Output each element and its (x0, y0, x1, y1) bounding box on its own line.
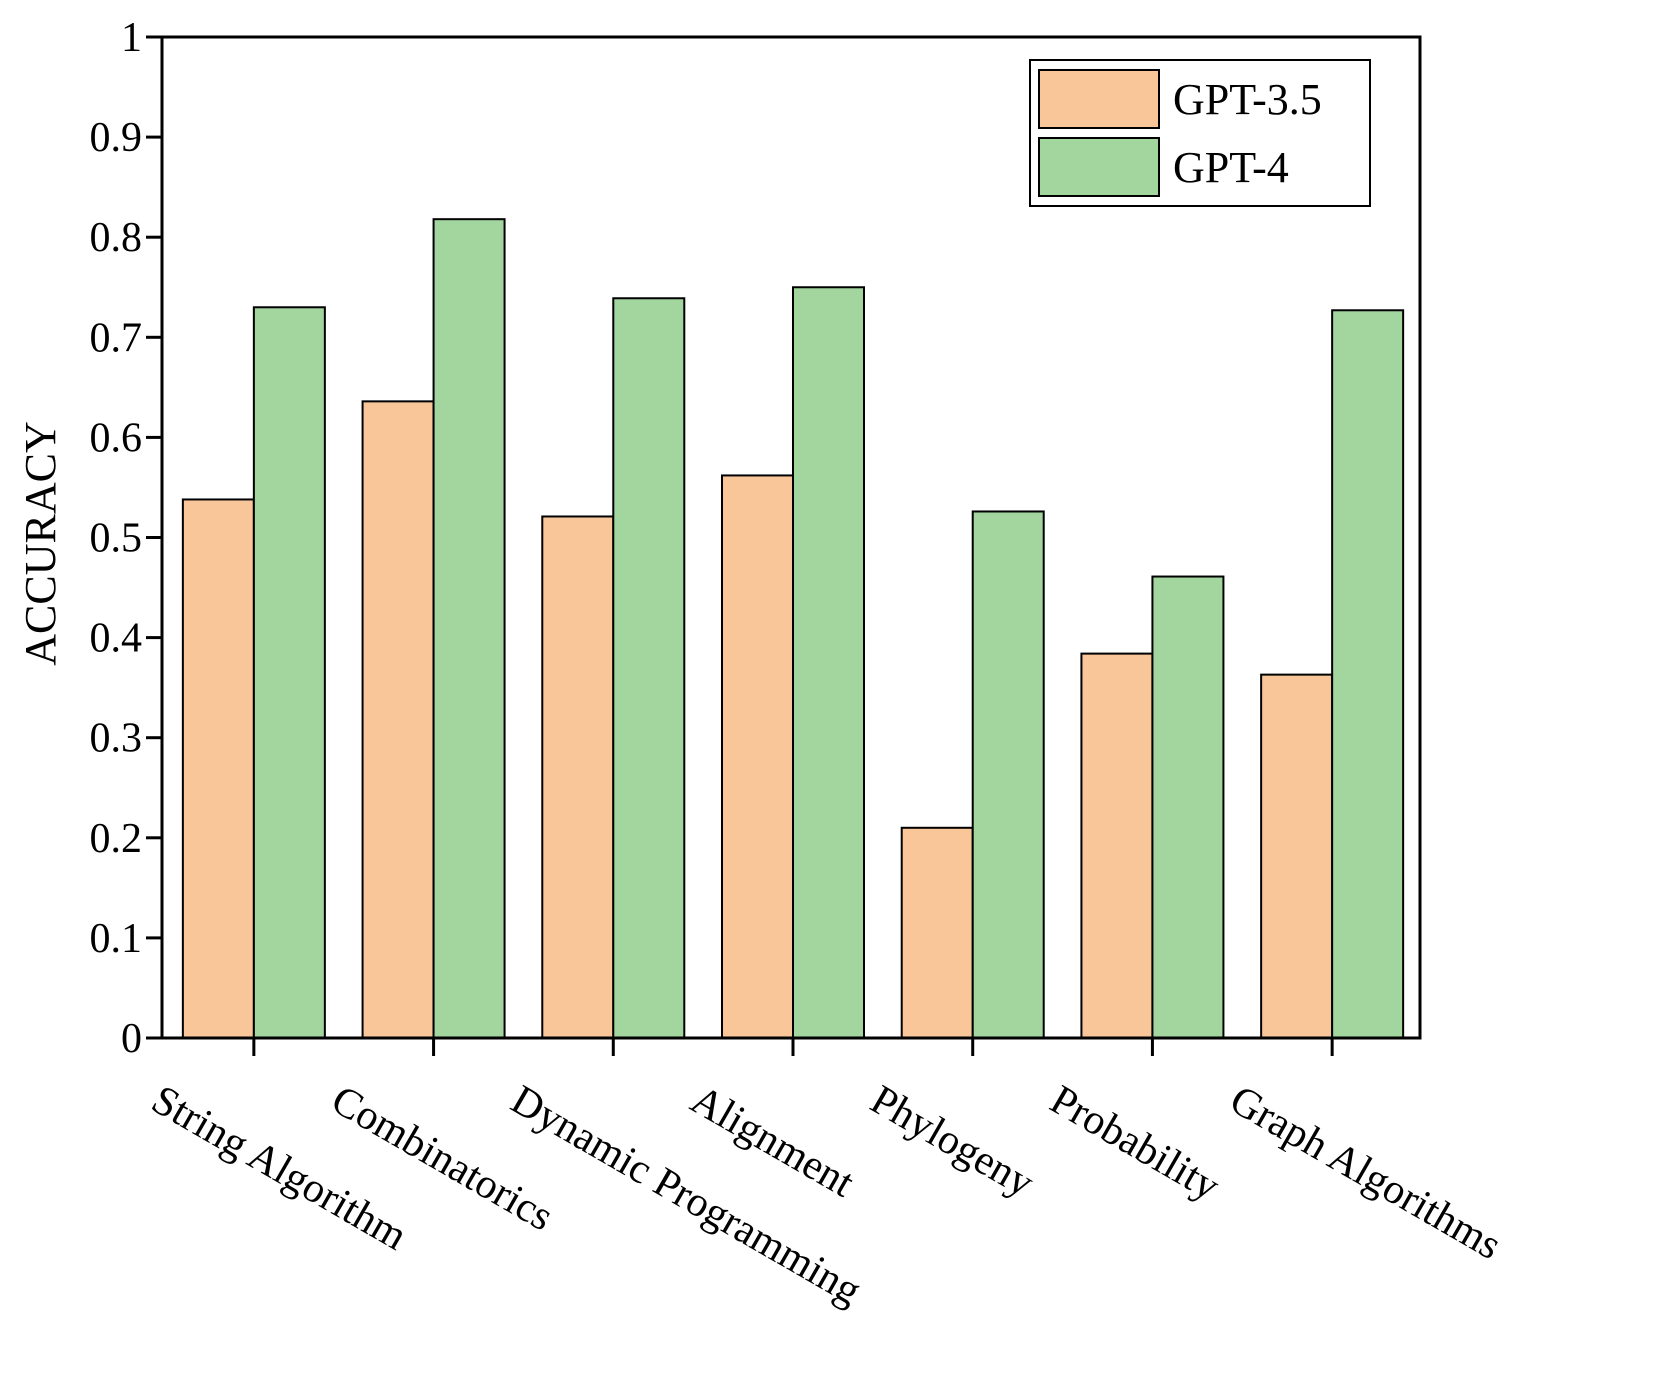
y-tick-label: 0.4 (90, 616, 143, 662)
bars-layer (181, 218, 1405, 1040)
x-category-label: Graph Algorithms (1222, 1077, 1509, 1269)
legend-label: GPT-3.5 (1173, 75, 1322, 124)
bar-gpt-3-5-combinatorics (361, 400, 435, 1039)
bar-gpt-3-5-alignment (721, 474, 794, 1039)
bar-gpt-4-dynamic-programming (612, 297, 686, 1039)
y-tick-label: 1 (121, 15, 142, 61)
bar-gpt-3-5-dynamic-programming (541, 515, 615, 1039)
bar-gpt-4-graph-algorithms (1331, 309, 1405, 1039)
y-axis-title: ACCURACY (16, 421, 65, 666)
legend: GPT-3.5 GPT-4 (1029, 59, 1371, 207)
bar-gpt-4-string-algorithm (252, 306, 326, 1039)
y-tick-label: 0.7 (90, 315, 143, 361)
legend-swatch-gpt-4 (1038, 137, 1160, 197)
bar-gpt-4-probability (1151, 575, 1225, 1039)
y-tick-label: 0.1 (90, 916, 143, 962)
x-category-label: Phylogeny (863, 1077, 1042, 1207)
y-tick-label: 0.9 (90, 115, 143, 161)
y-tick-label: 0.3 (90, 716, 143, 762)
bar-gpt-4-alignment (792, 286, 865, 1039)
bar-gpt-3-5-graph-algorithms (1260, 673, 1334, 1040)
y-tick-label: 0 (121, 1016, 142, 1062)
bar-gpt-3-5-phylogeny (900, 826, 974, 1039)
y-axis: 0 0.1 0.2 0.3 0.4 0.5 0.6 0.7 0.8 0.9 1 (90, 15, 162, 1062)
bar-gpt-3-5-probability (1080, 652, 1154, 1040)
bar-gpt-4-combinatorics (432, 218, 506, 1039)
y-tick-label: 0.6 (90, 415, 143, 461)
bar-gpt-3-5-string-algorithm (181, 498, 255, 1040)
legend-swatch-gpt-3-5 (1038, 69, 1160, 129)
legend-label: GPT-4 (1173, 143, 1289, 192)
bar-gpt-4-phylogeny (971, 510, 1045, 1039)
y-tick-label: 0.5 (90, 516, 143, 562)
y-tick-label: 0.8 (90, 215, 143, 261)
y-tick-label: 0.2 (90, 816, 143, 862)
x-category-label: Probability (1042, 1077, 1227, 1210)
